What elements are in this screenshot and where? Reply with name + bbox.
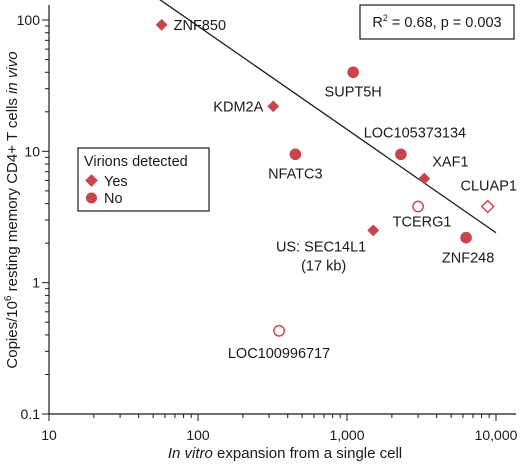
point-supt5h — [347, 66, 359, 79]
point-label: US: SEC14L1 — [276, 239, 366, 255]
stats-box: R2 = 0.68, p = 0.003 — [359, 4, 515, 40]
point-label: TCERG1 — [393, 215, 452, 231]
point-label: ZNF248 — [442, 251, 494, 267]
point-nfatc3 — [289, 148, 302, 161]
point-znf850 — [155, 18, 168, 31]
y-tick-label: 10 — [24, 143, 40, 159]
x-tick-label: 1,000 — [329, 427, 364, 443]
x-tick-label: 100 — [186, 427, 210, 443]
point-kdm2a — [267, 100, 280, 113]
data-point-labels: ZNF850 SUPT5H KDM2A LOC105373134 NFATC3 XAF1 C… — [174, 18, 517, 362]
stats-text: R2 = 0.68, p = 0.003 — [372, 13, 501, 31]
point-label: ZNF850 — [174, 18, 226, 34]
x-tick-label: 10,000 — [475, 427, 518, 443]
legend-circle-icon — [86, 192, 97, 204]
point-znf248 — [460, 231, 472, 244]
point-label: KDM2A — [213, 99, 263, 115]
legend: Virions detected Yes No — [77, 147, 210, 212]
legend-label-no: No — [104, 191, 123, 207]
point-label: NFATC3 — [268, 166, 323, 182]
point-loc100996717 — [273, 324, 285, 337]
x-tick-label: 10 — [41, 427, 57, 443]
point-tcerg1 — [412, 200, 424, 213]
point-label: (17 kb) — [301, 258, 346, 274]
y-tick-label: 100 — [17, 12, 41, 28]
legend-label-yes: Yes — [104, 174, 128, 190]
point-label: SUPT5H — [325, 84, 382, 100]
axis-ticks — [42, 19, 497, 421]
point-label: XAF1 — [432, 155, 468, 171]
point-label: CLUAP1 — [461, 179, 517, 195]
point-label: LOC105373134 — [364, 125, 466, 141]
legend-box — [77, 147, 210, 212]
point-label: LOC100996717 — [228, 346, 330, 362]
legend-title: Virions detected — [84, 154, 188, 170]
point-cluap1 — [480, 199, 495, 214]
point-xaf1 — [418, 172, 431, 185]
x-axis-title: In vitro expansion from a single cell — [168, 445, 402, 462]
axis-tick-labels: 10 100 1,000 10,000 0.1 1 10 100 — [17, 12, 518, 443]
y-tick-label: 1 — [32, 275, 40, 291]
legend-diamond-icon — [85, 174, 98, 187]
y-tick-label: 0.1 — [21, 406, 41, 422]
point-us-sec14l1-17-kb — [367, 224, 380, 237]
point-loc105373134 — [395, 148, 407, 161]
y-axis-title: Copies/106 resting memory CD4+ T cells i… — [3, 51, 21, 368]
